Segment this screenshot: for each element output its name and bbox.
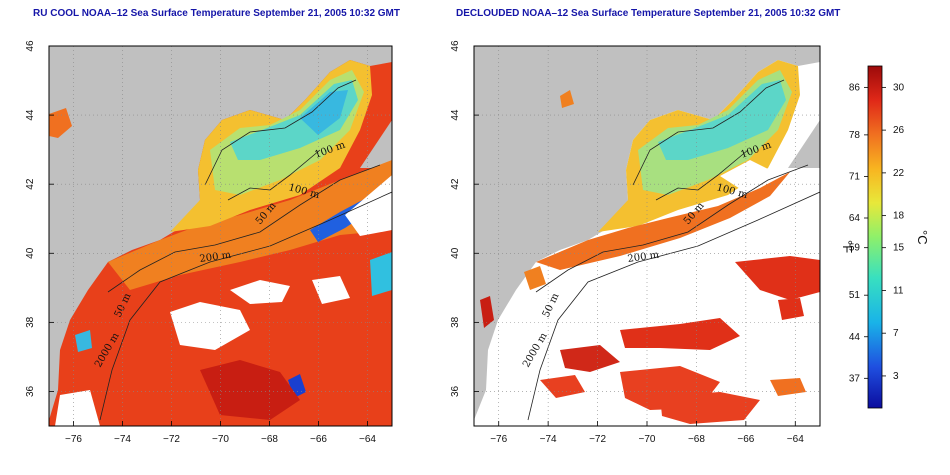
colorbar-c-label: 15 bbox=[893, 243, 905, 254]
right-xtick-label: −74 bbox=[540, 434, 557, 445]
colorbar bbox=[867, 65, 883, 409]
right-warm-blob bbox=[560, 90, 574, 108]
left-contour-50m bbox=[227, 149, 321, 201]
right-land-ne bbox=[788, 120, 820, 168]
right-coast-warm-2 bbox=[524, 266, 546, 290]
colorbar-c-label: 22 bbox=[893, 168, 905, 179]
right-ytick-label: 40 bbox=[450, 247, 461, 259]
right-xtick-label: −66 bbox=[737, 434, 754, 445]
left-ytick-label: 46 bbox=[25, 40, 36, 52]
right-land bbox=[474, 46, 820, 420]
right-map-title: DECLOUDED NOAA–12 Sea Surface Temperatur… bbox=[456, 8, 841, 19]
right-xtick-label: −68 bbox=[688, 434, 705, 445]
left-cold-patch-2 bbox=[370, 252, 392, 296]
left-xtick-label: −68 bbox=[261, 434, 278, 445]
left-xtick-label: −72 bbox=[163, 434, 180, 445]
right-ytick-label: 38 bbox=[450, 316, 461, 328]
colorbar-f-label: 59 bbox=[849, 243, 861, 254]
colorbar-c-label: 18 bbox=[893, 211, 905, 222]
colorbar-f-label: 44 bbox=[849, 332, 861, 343]
left-xtick-label: −70 bbox=[212, 434, 229, 445]
right-ytick-label: 44 bbox=[450, 109, 461, 121]
left-cloud-1 bbox=[345, 175, 392, 236]
right-warm-patch-8 bbox=[778, 298, 804, 320]
right-contour-label-4: 200 m bbox=[627, 250, 660, 265]
left-ytick-label: 36 bbox=[25, 385, 36, 397]
colorbar-c-label: 7 bbox=[893, 328, 899, 339]
left-land-ne bbox=[360, 120, 392, 168]
right-ytick-label: 42 bbox=[450, 178, 461, 190]
left-contour-100m bbox=[204, 79, 357, 186]
left-xtick-label: −66 bbox=[310, 434, 327, 445]
right-contour-100m bbox=[632, 79, 785, 186]
left-ytick-label: 42 bbox=[25, 178, 36, 190]
colorbar-f-label: 78 bbox=[849, 130, 861, 141]
right-warm-patch-6 bbox=[660, 392, 760, 424]
right-xtick-label: −64 bbox=[787, 434, 804, 445]
right-axes: −76 −74 −72 −70 −68 −66 −64 36 38 40 42 44 46 bbox=[450, 40, 804, 445]
right-contour-200m bbox=[535, 164, 809, 293]
left-ytick-label: 38 bbox=[25, 316, 36, 328]
left-map-title: RU COOL NOAA–12 Sea Surface Temperature … bbox=[33, 8, 400, 19]
left-cloud-3 bbox=[170, 302, 250, 350]
right-warm-patch-2 bbox=[620, 318, 740, 350]
right-contours bbox=[527, 79, 820, 421]
colorbar-f-label: 86 bbox=[849, 82, 861, 93]
left-cloud-2 bbox=[230, 280, 290, 304]
left-cold-patch-3 bbox=[75, 330, 92, 352]
colorbar-c-label: 11 bbox=[893, 285, 904, 296]
right-warm-band bbox=[536, 172, 790, 270]
right-contour-2000m bbox=[527, 191, 820, 421]
left-cold-core bbox=[300, 90, 348, 135]
right-warm-patch-1 bbox=[735, 256, 820, 300]
right-ytick-label: 36 bbox=[450, 385, 461, 397]
left-hot-core bbox=[200, 360, 300, 420]
left-xtick-label: −76 bbox=[65, 434, 82, 445]
right-xtick-label: −72 bbox=[589, 434, 606, 445]
colorbar-f-label: 37 bbox=[849, 373, 861, 384]
left-grid bbox=[49, 45, 392, 426]
left-cloud-4 bbox=[55, 390, 100, 426]
colorbar-c-label: 30 bbox=[893, 82, 905, 93]
right-xtick-label: −70 bbox=[639, 434, 656, 445]
right-coast-warm bbox=[480, 296, 494, 328]
left-cloud-5 bbox=[312, 276, 350, 304]
colorbar-ticks: 30 26 22 18 15 11 7 3 86 78 71 64 59 51 44 37 bbox=[849, 82, 905, 384]
colorbar-f-label: 51 bbox=[849, 290, 861, 301]
colorbar-unit-f: °F bbox=[840, 240, 855, 253]
left-contour-2000m bbox=[99, 191, 392, 421]
right-contour-50m bbox=[655, 149, 749, 201]
left-land bbox=[49, 46, 392, 420]
right-cloud-shelf bbox=[720, 160, 770, 192]
right-xtick-label: −76 bbox=[490, 434, 507, 445]
left-ytick-label: 44 bbox=[25, 109, 36, 121]
right-ytick-label: 46 bbox=[450, 40, 461, 52]
left-warm-blob bbox=[49, 108, 72, 138]
right-map bbox=[474, 46, 820, 426]
colorbar-f-label: 64 bbox=[849, 213, 861, 224]
colorbar-unit-c: °C bbox=[915, 230, 930, 245]
left-map bbox=[49, 46, 392, 426]
left-ytick-label: 40 bbox=[25, 247, 36, 259]
left-contour-label-4: 200 m bbox=[199, 250, 232, 265]
left-xtick-label: −64 bbox=[359, 434, 376, 445]
right-warm-patch-3 bbox=[560, 345, 620, 372]
colorbar-c-label: 26 bbox=[893, 125, 905, 136]
colorbar-c-label: 3 bbox=[893, 371, 899, 382]
left-xtick-label: −74 bbox=[114, 434, 131, 445]
colorbar-f-label: 71 bbox=[849, 171, 861, 182]
right-warm-patch-5 bbox=[540, 375, 585, 398]
right-cool-gom bbox=[658, 80, 786, 160]
left-warm-band bbox=[108, 160, 392, 290]
left-axes: −76 −74 −72 −70 −68 −66 −64 36 38 40 42 44 46 bbox=[25, 40, 376, 445]
